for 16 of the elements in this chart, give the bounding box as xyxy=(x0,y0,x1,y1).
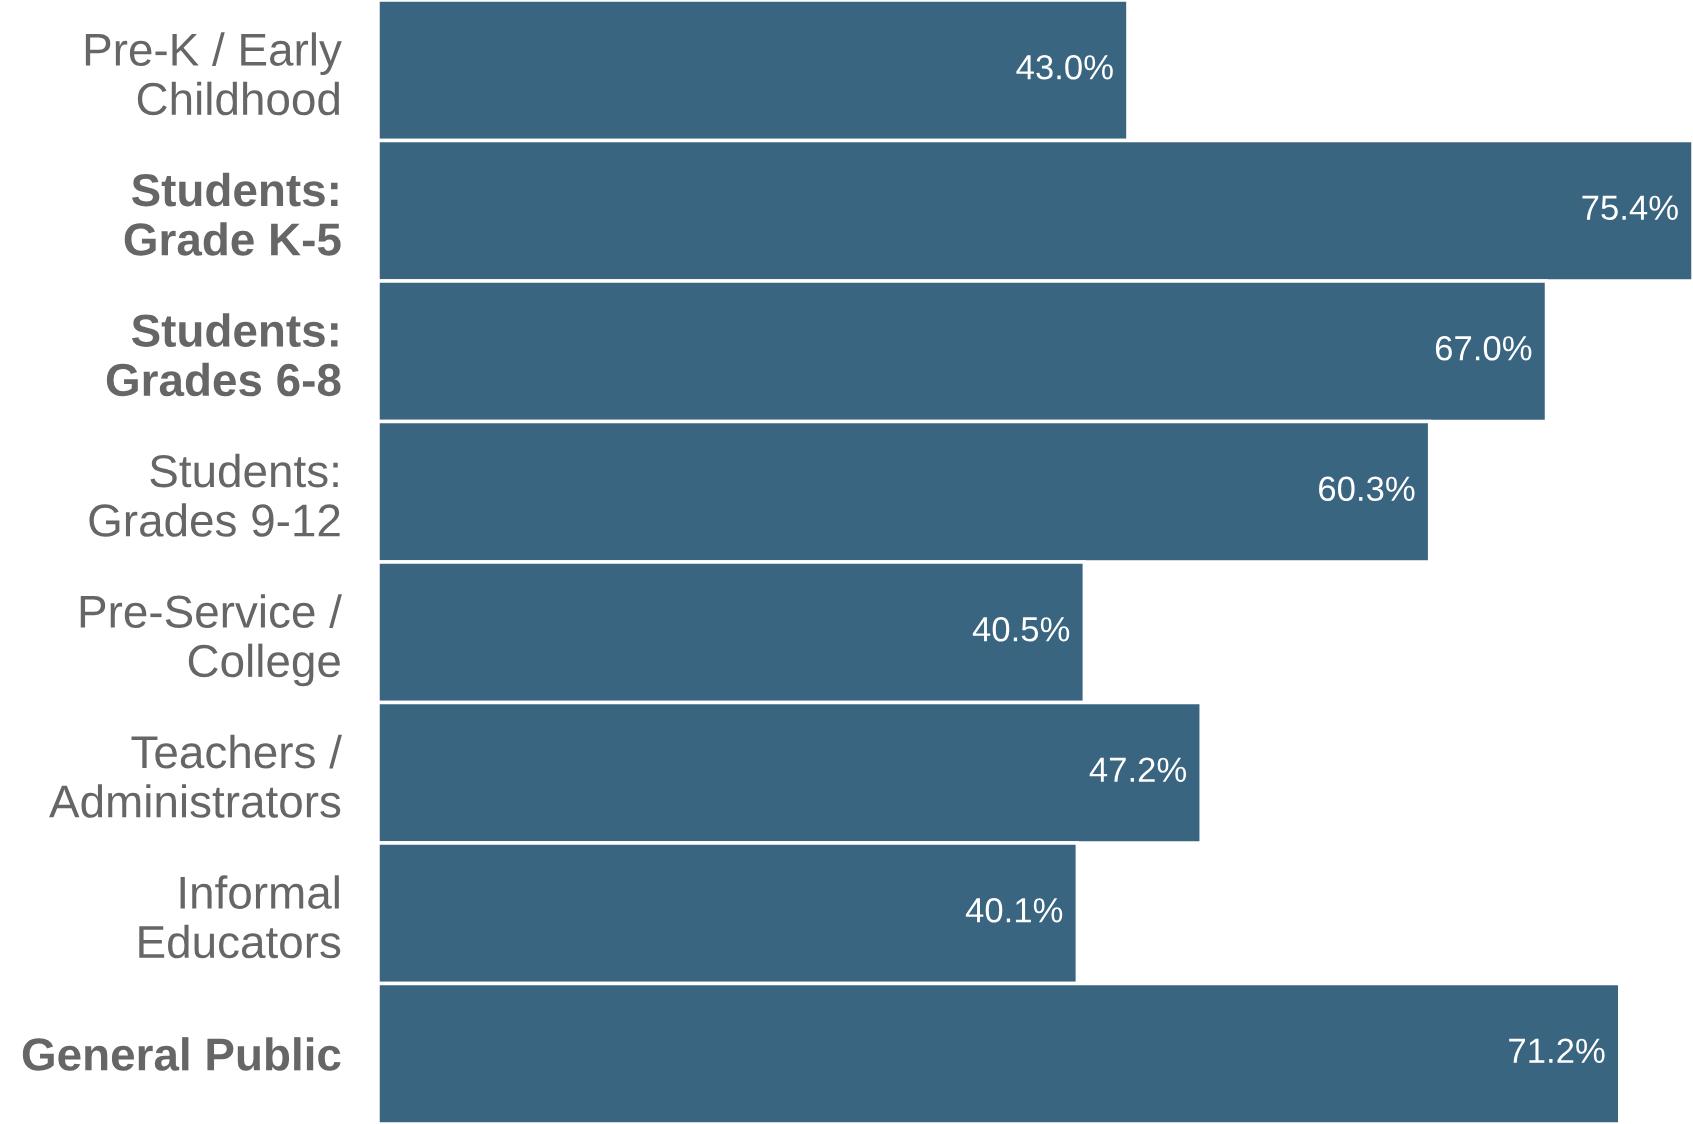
data-label: 43.0% xyxy=(1016,54,1113,80)
y-tick-label: Students: Grade K-5 xyxy=(124,172,341,256)
data-label: 67.0% xyxy=(1435,335,1532,361)
y-tick-label: General Public xyxy=(22,1037,341,1071)
data-label: 40.1% xyxy=(965,897,1063,923)
y-tick-label: Students: Grades 6-8 xyxy=(106,313,341,397)
y-tick-label: Teachers / Administrators xyxy=(49,734,342,818)
y-tick-label: Pre-K / Early Childhood xyxy=(85,32,342,116)
y-tick-label: Pre-Service / College xyxy=(80,594,342,687)
y-tick-label: Informal Educators xyxy=(139,875,341,959)
data-label: 71.2% xyxy=(1509,1038,1605,1063)
data-label: 75.4% xyxy=(1582,195,1678,221)
data-label: 47.2% xyxy=(1089,757,1187,782)
y-tick-label: Students: Grades 9-12 xyxy=(89,453,340,537)
data-label: 60.3% xyxy=(1319,476,1415,502)
data-label: 40.5% xyxy=(972,616,1070,642)
